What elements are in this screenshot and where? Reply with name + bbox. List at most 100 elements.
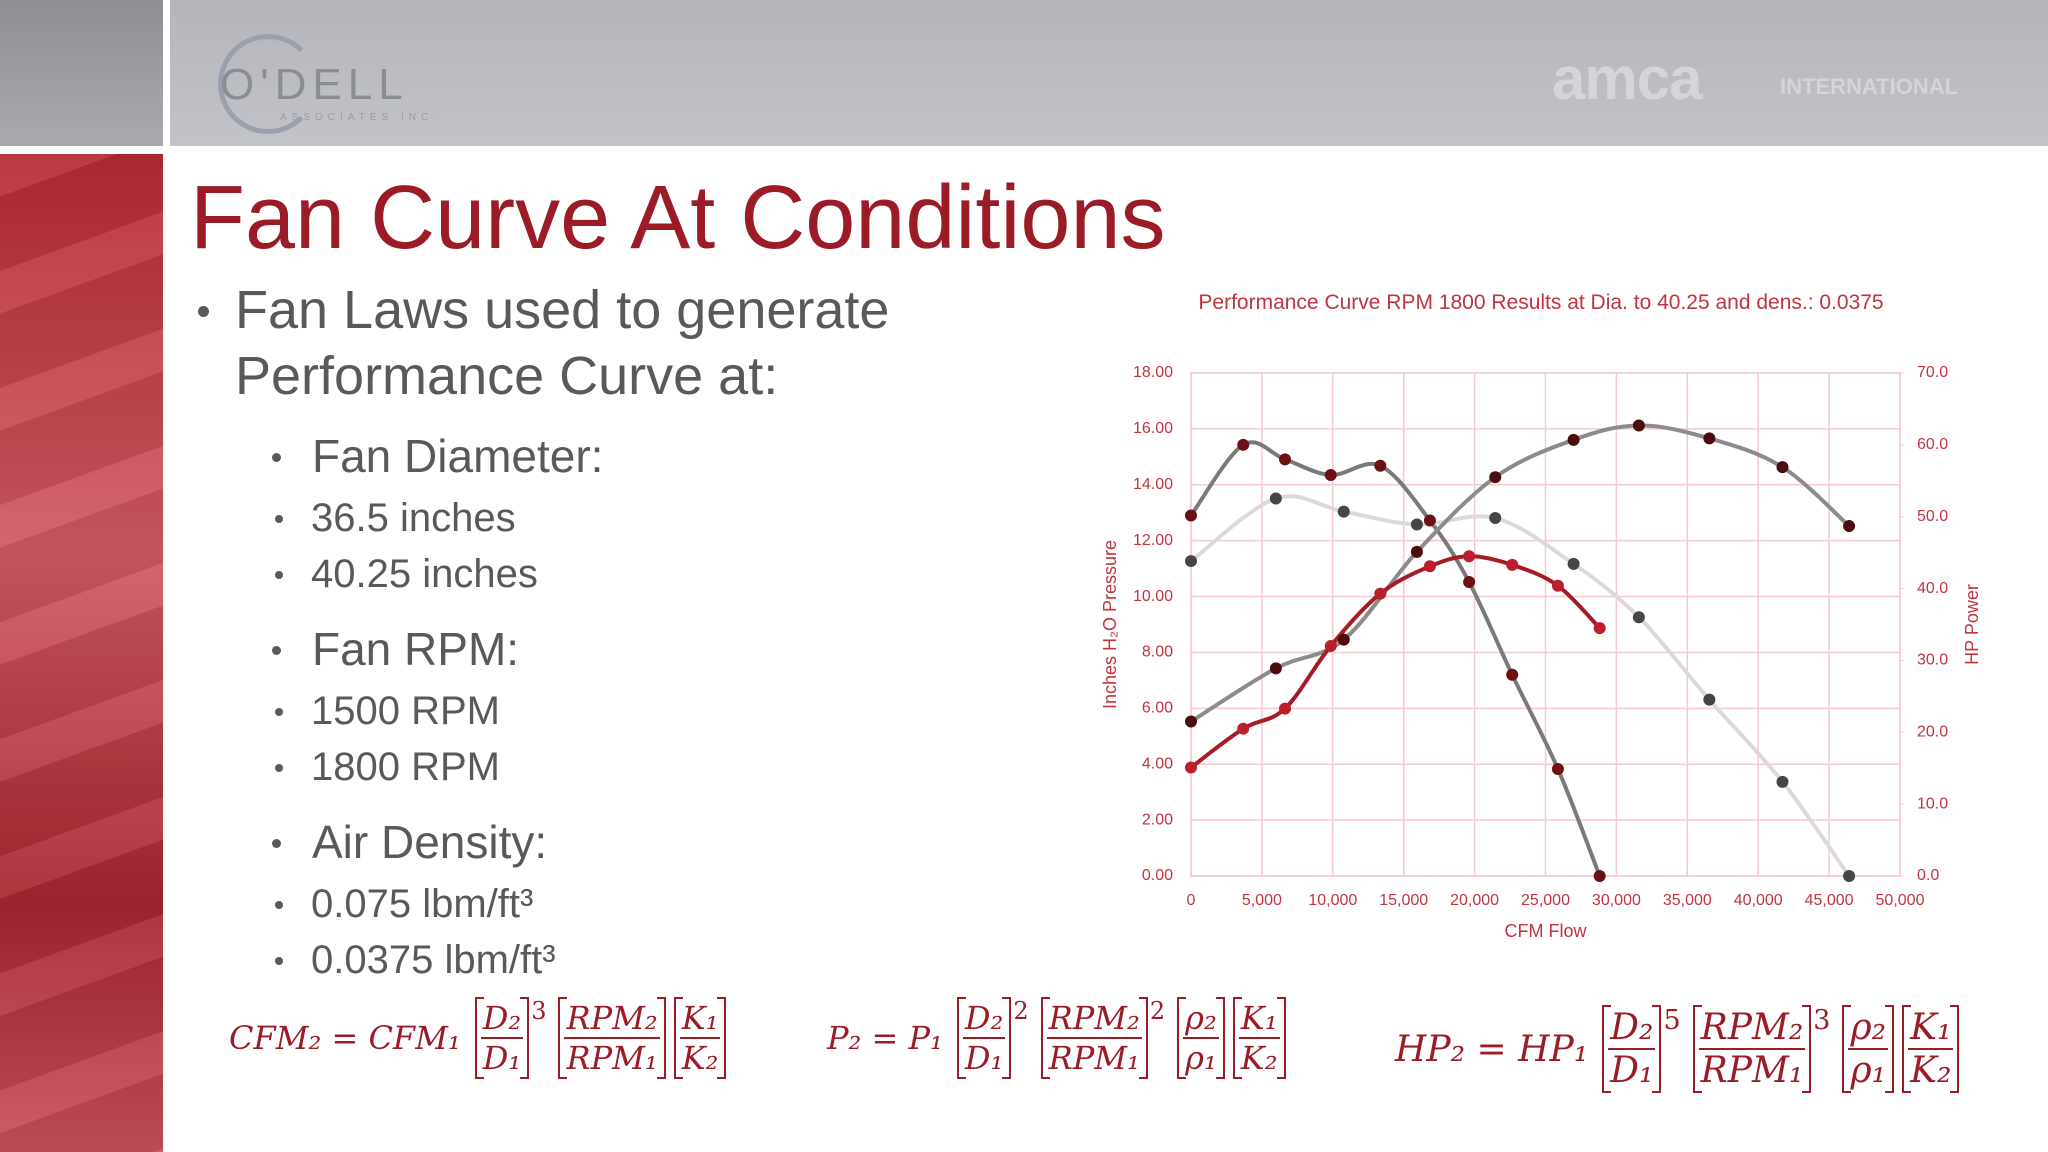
x-tick-label: 45,000: [1805, 892, 1854, 909]
data-point: [1551, 762, 1564, 775]
y-tick-label: 18.00: [1133, 364, 1173, 381]
bracket: K₁ K₂: [1232, 997, 1286, 1079]
series-line: [1189, 423, 1851, 724]
numerator: D₂: [480, 999, 524, 1039]
fraction: RPM₂ RPM₁: [1698, 1007, 1806, 1091]
bullet-text: 1800 RPM: [311, 745, 500, 789]
y-tick-label: 6.00: [1142, 700, 1173, 717]
bullet-item: Fan Laws used to generate Performance Cu…: [198, 277, 958, 988]
formula: P₂ = P₁ D₂ D₁ 2 RPM₂ RPM₁ 2 ρ₂ ρ₁ K₁ K₂: [827, 997, 1290, 1079]
logo-left-sub: ASSOCIATES INC.: [280, 112, 441, 123]
numerator: D₂: [1608, 1007, 1656, 1050]
bullet-dot: [275, 515, 283, 523]
numerator: ρ₂: [1183, 999, 1219, 1039]
x-tick-label: 50,000: [1876, 892, 1925, 909]
y-tick-label: 8.00: [1142, 644, 1173, 661]
bracket: D₂ D₁: [1602, 1005, 1662, 1093]
data-point: [1567, 433, 1580, 446]
bullet-dot: [275, 901, 283, 909]
denominator: K₂: [1240, 1039, 1278, 1077]
denominator: ρ₁: [1185, 1039, 1217, 1077]
data-point: [1324, 468, 1337, 481]
series-line: [1189, 440, 1602, 877]
fraction: K₁ K₂: [1238, 999, 1280, 1077]
data-point: [1269, 492, 1282, 505]
slide-title: Fan Curve At Conditions: [190, 168, 1166, 268]
bullet-text: 40.25 inches: [311, 552, 538, 596]
data-point: [1489, 512, 1502, 525]
fraction: K₁ K₂: [1908, 1007, 1954, 1091]
denominator: D₁: [482, 1039, 522, 1077]
data-point: [1185, 715, 1197, 728]
data-point: [1279, 702, 1292, 715]
exponent: 5: [1663, 1005, 1681, 1036]
bullet-item: 40.25 inches: [275, 546, 958, 602]
formula: CFM₂ = CFM₁ D₂ D₁ 3 RPM₂ RPM₁ K₁ K₂: [229, 997, 730, 1079]
y-tick-label: 0.00: [1142, 867, 1173, 884]
numerator: D₂: [962, 999, 1006, 1039]
fraction: RPM₂ RPM₁: [1046, 999, 1142, 1077]
y2-tick-label: 30.0: [1917, 652, 1948, 669]
data-point: [1776, 461, 1789, 474]
bracket: D₂ D₁: [956, 997, 1012, 1079]
x-tick-label: 35,000: [1663, 892, 1712, 909]
data-point: [1337, 633, 1350, 646]
y2-tick-label: 60.0: [1917, 436, 1948, 453]
formula-lhs: CFM₂ = CFM₁: [229, 1019, 461, 1057]
data-point: [1843, 520, 1856, 533]
data-point: [1776, 775, 1789, 788]
data-point: [1237, 438, 1250, 451]
bracket: K₁ K₂: [673, 997, 727, 1079]
data-point: [1632, 611, 1645, 624]
sub-list: 0.075 lbm/ft³ 0.0375 lbm/ft³: [235, 876, 958, 988]
data-point: [1410, 545, 1423, 558]
data-point: [1269, 662, 1282, 675]
y2-tick-label: 50.0: [1917, 508, 1948, 525]
y-tick-label: 10.00: [1133, 588, 1173, 605]
bullet-dot: [275, 764, 283, 772]
numerator: ρ₂: [1848, 1007, 1889, 1050]
numerator: RPM₂: [1046, 999, 1142, 1039]
logo-right: amca: [1552, 45, 1702, 112]
data-point: [1324, 640, 1337, 653]
x-tick-label: 40,000: [1734, 892, 1783, 909]
data-point: [1489, 471, 1502, 484]
denominator: K₂: [1910, 1050, 1952, 1091]
data-point: [1423, 514, 1436, 527]
denominator: RPM₁: [566, 1039, 658, 1077]
x-tick-label: 15,000: [1379, 892, 1428, 909]
data-point: [1279, 453, 1292, 466]
data-point: [1237, 722, 1250, 735]
sub-list: 36.5 inches 40.25 inches: [235, 490, 958, 602]
fraction: K₁ K₂: [679, 999, 721, 1077]
numerator: RPM₂: [1698, 1007, 1806, 1050]
numerator: K₁: [1238, 999, 1280, 1039]
data-point: [1185, 761, 1197, 774]
sub-list: 1500 RPM 1800 RPM: [235, 683, 958, 795]
bracket: D₂ D₁: [474, 997, 530, 1079]
series-line: [1189, 494, 1851, 878]
data-point: [1423, 560, 1436, 573]
data-point: [1506, 558, 1519, 571]
bullet-item: 0.0375 lbm/ft³: [275, 932, 958, 988]
bullet-dot: [272, 839, 281, 848]
fraction: RPM₂ RPM₁: [564, 999, 660, 1077]
bullet-item: Air Density:: [272, 814, 958, 870]
bullet-item: 0.075 lbm/ft³: [275, 876, 958, 932]
bullet-dot: [198, 306, 209, 317]
denominator: RPM₁: [1700, 1050, 1804, 1091]
fraction: D₂ D₁: [962, 999, 1006, 1077]
fraction: ρ₂ ρ₁: [1848, 1007, 1889, 1091]
bracket: RPM₂ RPM₁: [558, 997, 666, 1079]
bullet-dot: [275, 571, 283, 579]
x-tick-label: 5,000: [1242, 892, 1282, 909]
data-point: [1185, 509, 1197, 522]
exponent: 2: [1149, 997, 1166, 1025]
data-point: [1463, 576, 1476, 589]
bracket: ρ₂ ρ₁: [1842, 1005, 1895, 1093]
bullet-text: Fan RPM:: [312, 623, 520, 675]
y2-axis-label: HP Power: [1962, 584, 1982, 665]
formula: HP₂ = HP₁ D₂ D₁ 5 RPM₂ RPM₁ 3 ρ₂ ρ₁ K₁ K₂: [1395, 1005, 1963, 1093]
y-tick-label: 4.00: [1142, 755, 1173, 772]
data-point: [1337, 505, 1350, 518]
